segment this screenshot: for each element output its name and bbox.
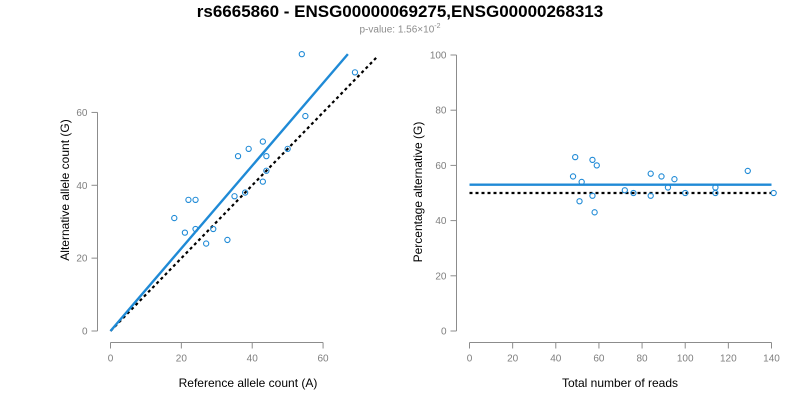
y-tick: 0 xyxy=(82,327,98,338)
p-value-text: p-value: 1.56×10 xyxy=(359,24,435,36)
x-tick: 20 xyxy=(507,342,519,365)
data-point xyxy=(770,189,777,197)
p-value-exponent: -2 xyxy=(434,23,441,30)
y-axis-label: Alternative allele count (G) xyxy=(58,119,72,260)
data-point xyxy=(203,240,210,247)
y-tick: 20 xyxy=(435,271,457,282)
data-point xyxy=(647,170,654,177)
x-tick-label: 140 xyxy=(763,354,780,365)
y-tick: 100 xyxy=(430,51,457,62)
y-tick-label: 40 xyxy=(76,181,88,192)
x-tick: 0 xyxy=(108,342,114,365)
x-tick: 60 xyxy=(593,342,605,365)
chart-subtitle: p-value: 1.56×10-2 xyxy=(0,23,800,35)
x-tick-label: 60 xyxy=(593,354,605,365)
y-tick-label: 20 xyxy=(76,254,88,265)
data-point xyxy=(302,112,309,120)
x-axis-label: Reference allele count (A) xyxy=(179,376,318,390)
data-point xyxy=(621,187,628,194)
y-axis-label: Percentage alternative (G) xyxy=(411,122,425,263)
data-point xyxy=(234,152,242,160)
data-point xyxy=(682,189,689,197)
data-point xyxy=(744,167,751,175)
panel-2: 0 20 40 60 80 100 120 140 0 20 40 60 80 100 Total numb… xyxy=(411,51,780,391)
x-tick-label: 40 xyxy=(247,354,259,365)
data-point xyxy=(185,196,192,204)
x-tick: 120 xyxy=(720,342,737,365)
data-point xyxy=(576,198,583,205)
data-point xyxy=(259,138,266,145)
x-tick: 40 xyxy=(247,342,259,365)
data-point xyxy=(671,176,678,183)
x-tick-label: 120 xyxy=(720,354,737,365)
data-point xyxy=(171,214,178,222)
x-tick: 20 xyxy=(176,342,188,365)
data-point xyxy=(241,189,249,196)
data-point xyxy=(263,167,270,174)
x-tick: 80 xyxy=(637,342,649,365)
x-tick: 0 xyxy=(467,342,473,365)
x-tick-label: 0 xyxy=(467,354,473,365)
x-tick-label: 100 xyxy=(677,354,694,365)
y-tick: 20 xyxy=(76,254,98,265)
data-point xyxy=(298,50,305,58)
data-point xyxy=(284,145,291,153)
data-point xyxy=(351,69,359,76)
y-tick-label: 60 xyxy=(435,161,447,172)
x-tick: 140 xyxy=(763,342,780,365)
data-point xyxy=(589,156,596,164)
x-tick-label: 0 xyxy=(108,354,114,365)
data-point xyxy=(593,162,600,169)
data-point xyxy=(569,173,577,180)
x-tick: 100 xyxy=(677,342,694,365)
y-tick-label: 80 xyxy=(435,106,447,117)
data-point xyxy=(181,229,189,236)
data-point xyxy=(224,236,231,244)
y-tick: 40 xyxy=(435,216,457,227)
chart-title: rs6665860 - ENSG00000069275,ENSG00000268… xyxy=(196,2,604,21)
y-tick: 60 xyxy=(76,108,98,119)
x-tick-label: 20 xyxy=(176,354,188,365)
data-point xyxy=(647,192,654,199)
data-point xyxy=(658,173,665,180)
x-tick: 40 xyxy=(550,342,562,365)
data-point xyxy=(192,196,199,204)
y-tick-label: 20 xyxy=(435,271,447,282)
y-tick: 0 xyxy=(441,327,457,338)
x-tick-label: 80 xyxy=(637,354,649,365)
data-point xyxy=(245,145,252,153)
data-point xyxy=(712,189,719,197)
x-axis-label: Total number of reads xyxy=(562,376,678,390)
x-tick-label: 40 xyxy=(550,354,562,365)
x-tick-label: 60 xyxy=(318,354,330,365)
y-tick: 80 xyxy=(435,106,457,117)
y-tick-label: 0 xyxy=(82,327,88,338)
y-tick-label: 60 xyxy=(76,108,88,119)
y-tick-label: 100 xyxy=(430,51,447,62)
y-tick: 40 xyxy=(76,181,98,192)
data-point xyxy=(630,189,637,197)
x-tick: 60 xyxy=(318,342,330,365)
data-point xyxy=(589,192,596,199)
y-tick: 60 xyxy=(435,161,457,172)
data-point xyxy=(591,209,598,216)
data-point xyxy=(263,152,270,160)
data-point xyxy=(231,193,238,200)
y-tick-label: 40 xyxy=(435,216,447,227)
data-point xyxy=(572,153,579,161)
y-tick-label: 0 xyxy=(441,327,447,338)
data-point xyxy=(210,225,217,233)
fit-line xyxy=(109,53,349,332)
x-tick-label: 20 xyxy=(507,354,519,365)
data-point xyxy=(259,178,266,185)
